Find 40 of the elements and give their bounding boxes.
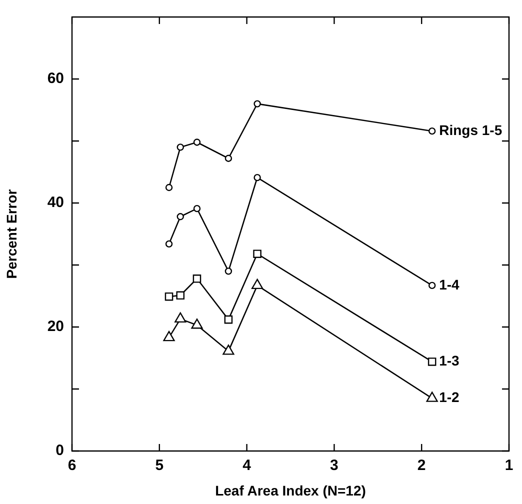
point: [176, 291, 185, 300]
point: [165, 240, 173, 248]
point: [224, 315, 233, 324]
x-tick-label: 5: [155, 457, 164, 474]
point: [428, 358, 436, 366]
x-tick-label: 3: [330, 457, 338, 474]
point: [222, 344, 234, 355]
series-label: 1-4: [439, 276, 460, 292]
point: [176, 213, 184, 220]
y-tick-label: 40: [47, 194, 64, 212]
x-tick-label: 2: [417, 457, 426, 474]
point: [428, 282, 436, 290]
point: [251, 278, 264, 290]
y-tick-label: 60: [47, 70, 64, 88]
point: [164, 292, 174, 301]
point: [254, 174, 261, 182]
point: [165, 184, 173, 192]
point: [192, 274, 202, 283]
y-tick-label: 20: [47, 318, 64, 336]
point: [224, 268, 232, 275]
x-tick-label: 1: [504, 457, 514, 474]
x-tick-label: 6: [68, 457, 76, 474]
point: [428, 127, 436, 135]
point: [191, 318, 203, 329]
point: [426, 392, 438, 402]
point: [254, 100, 261, 108]
series-label: 1-2: [439, 389, 460, 406]
x-tick-label: 4: [242, 457, 252, 474]
point: [193, 204, 201, 212]
point: [174, 312, 186, 323]
point: [253, 250, 262, 258]
series-label: Rings 1-5: [439, 122, 502, 138]
series-label: 1-3: [439, 352, 460, 369]
point: [176, 144, 184, 151]
point: [193, 138, 201, 146]
y-tick-label: 0: [56, 442, 64, 460]
point: [163, 330, 175, 342]
point: [224, 154, 232, 162]
x-axis-title: Leaf Area Index (N=12): [215, 482, 366, 498]
y-axis-title: Percent Error: [3, 188, 20, 279]
